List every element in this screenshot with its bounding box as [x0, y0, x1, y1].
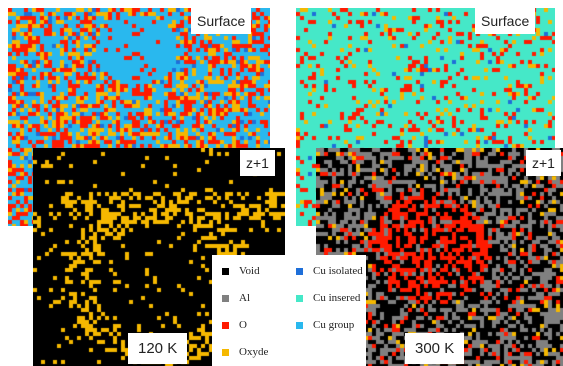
- cu-insered-swatch: [296, 294, 303, 302]
- temperature-label-300k: 300 K: [405, 333, 465, 364]
- legend-item-void: Void: [222, 265, 260, 277]
- legend-label-al: Al: [239, 292, 250, 304]
- o-swatch: [222, 321, 229, 329]
- legend-item-al: Al: [222, 292, 250, 304]
- temperature-label-120k: 120 K: [128, 333, 188, 364]
- cu-group-swatch: [296, 321, 303, 329]
- legend-label-oxyde: Oxyde: [239, 346, 269, 358]
- void-swatch: [222, 267, 229, 275]
- legend-label-cu-group: Cu group: [313, 319, 355, 331]
- legend-item-o: O: [222, 319, 247, 331]
- legend-item-oxyde: Oxyde: [222, 346, 268, 358]
- oxyde-swatch: [222, 348, 229, 356]
- al-swatch: [222, 294, 229, 302]
- layer-label-300k: z+1: [526, 150, 561, 176]
- layer-label-120k: z+1: [240, 150, 275, 176]
- legend-label-cu-isolated: Cu isolated: [313, 265, 363, 277]
- surface-label-120k: Surface: [191, 8, 252, 34]
- legend-label-o: O: [239, 319, 247, 331]
- cu-isolated-swatch: [296, 267, 303, 275]
- legend-label-void: Void: [239, 265, 260, 277]
- legend-item-cu-isolated: Cu isolated: [296, 265, 363, 277]
- species-legend: Void Al O Oxyde Cu isolated Cu insered C…: [212, 255, 366, 366]
- surface-label-300k: Surface: [475, 8, 536, 34]
- legend-item-cu-group: Cu group: [296, 319, 354, 331]
- legend-item-cu-insered: Cu insered: [296, 292, 360, 304]
- legend-label-cu-insered: Cu insered: [313, 292, 361, 304]
